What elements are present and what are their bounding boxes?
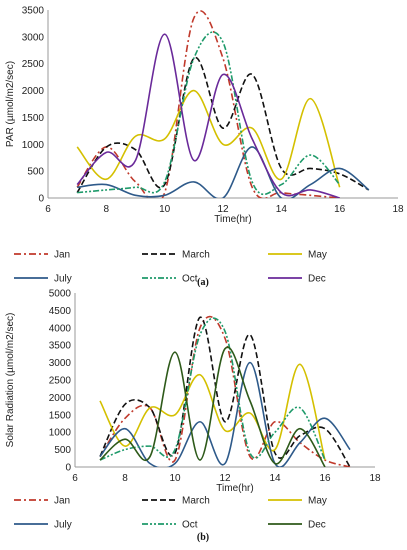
chart-a-par: 0 500 1000 1500 2000 2500 3000 3500 6 8 10 12 14 16 18… xyxy=(5,6,404,289)
y-tick-label: 2500 xyxy=(22,59,45,70)
legend-label-may: May xyxy=(308,496,327,507)
series-line-july xyxy=(77,146,370,198)
y-tick-label: 500 xyxy=(27,167,44,178)
y-tick-label: 5000 xyxy=(49,289,72,300)
series-line-may xyxy=(76,89,341,188)
y-tick-label: 3500 xyxy=(22,6,45,17)
chart-b-solar-radiation: 0 500 1000 1500 2000 2500 3000 3500 4000 4500 5000… xyxy=(5,289,381,544)
series-line-jan xyxy=(99,315,351,467)
series-line-dec xyxy=(99,346,326,467)
legend-label-jan: Jan xyxy=(54,250,70,261)
y-tick-label: 500 xyxy=(54,445,71,456)
y-tick-label: 1500 xyxy=(22,113,45,124)
y-tick-label: 2000 xyxy=(22,86,45,97)
y-tick-label: 3000 xyxy=(22,32,45,43)
x-tick-label: 18 xyxy=(392,204,404,215)
x-tick-label: 6 xyxy=(72,473,78,484)
x-tick-label: 16 xyxy=(334,204,346,215)
y-tick-label: 2500 xyxy=(49,376,72,387)
y-tick-label: 3500 xyxy=(49,341,72,352)
y-tick-label: 3000 xyxy=(49,358,72,369)
y-tick-label: 0 xyxy=(38,194,44,205)
legend-label-oct: Oct xyxy=(182,520,198,531)
figure-caption-b: (b) xyxy=(197,532,209,543)
series-line-jan xyxy=(76,10,340,198)
y-tick-label: 4500 xyxy=(49,306,72,317)
x-tick-label: 10 xyxy=(159,204,171,215)
x-tick-label: 14 xyxy=(269,473,281,484)
x-axis-label: Time(hr) xyxy=(216,483,253,494)
series-line-march xyxy=(76,56,370,194)
x-tick-label: 8 xyxy=(122,473,128,484)
x-tick-label: 12 xyxy=(219,473,231,484)
figure-caption-a: (a) xyxy=(197,277,209,288)
legend-label-july: July xyxy=(54,520,72,531)
legend-label-dec: Dec xyxy=(308,520,326,531)
x-tick-label: 10 xyxy=(169,473,181,484)
legend-label-march: March xyxy=(182,496,210,507)
series-line-oct xyxy=(77,31,341,196)
x-tick-label: 6 xyxy=(45,204,51,215)
y-tick-label: 1500 xyxy=(49,410,72,421)
legend-label-may: May xyxy=(308,250,327,261)
x-tick-label: 8 xyxy=(104,204,110,215)
legend-label-jan: Jan xyxy=(54,496,70,507)
y-tick-label: 4000 xyxy=(49,323,72,334)
y-tick-label: 1000 xyxy=(49,428,72,439)
y-tick-label: 2000 xyxy=(49,393,72,404)
x-tick-label: 14 xyxy=(276,204,288,215)
x-axis-label: Time(hr) xyxy=(214,214,251,225)
series-line-may xyxy=(99,363,326,461)
series-line-oct xyxy=(99,317,326,461)
x-tick-label: 18 xyxy=(369,473,381,484)
legend-label-dec: Dec xyxy=(308,274,326,285)
y-tick-label: 1000 xyxy=(22,140,45,151)
y-tick-label: 0 xyxy=(65,463,71,474)
x-tick-label: 16 xyxy=(319,473,331,484)
legend-label-march: March xyxy=(182,250,210,261)
y-axis-label: PAR (µmol/m2/sec) xyxy=(5,61,16,147)
legend-label-oct: Oct xyxy=(182,274,198,285)
x-tick-label: 12 xyxy=(217,204,229,215)
legend-label-july: July xyxy=(54,274,72,285)
y-axis-label: Solar Radiation (µmol/m2/sec) xyxy=(5,313,16,448)
series-line-dec xyxy=(76,33,340,198)
